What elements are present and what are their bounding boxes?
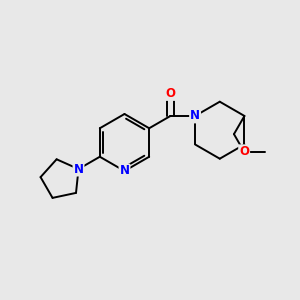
Text: N: N [74, 163, 83, 176]
Text: O: O [166, 87, 176, 100]
Text: O: O [239, 145, 249, 158]
Text: N: N [119, 164, 130, 178]
Text: N: N [190, 110, 200, 122]
